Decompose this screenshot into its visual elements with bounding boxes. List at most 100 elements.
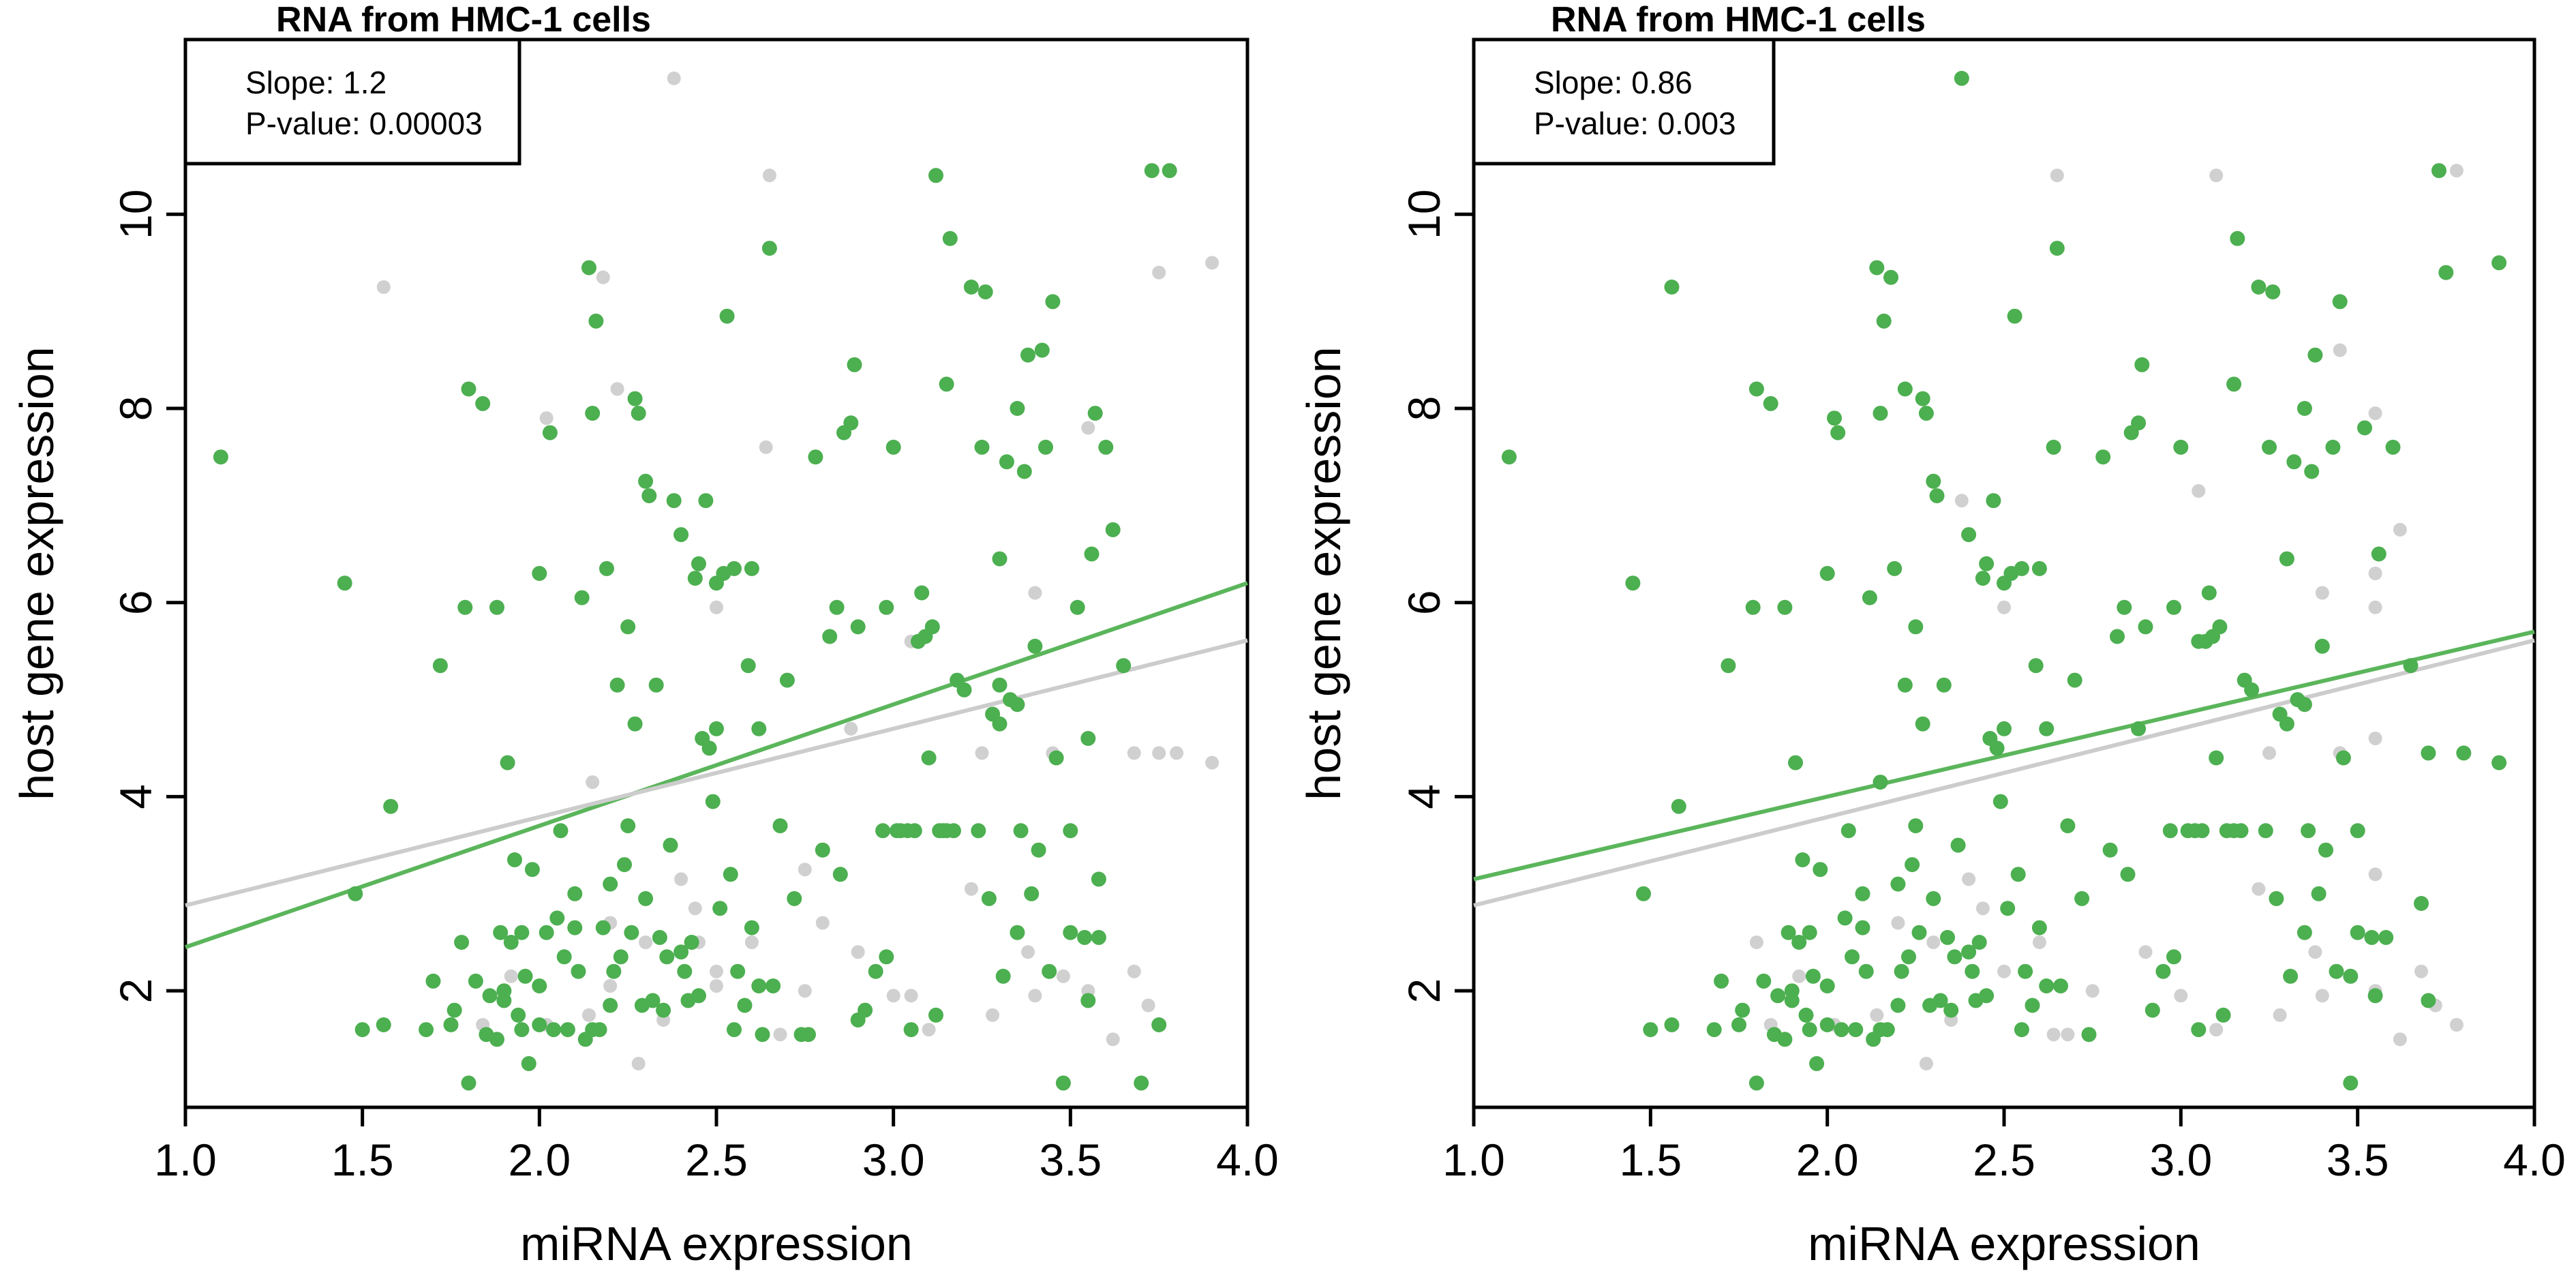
data-point xyxy=(1979,556,1995,571)
data-point xyxy=(2314,638,2330,654)
data-point xyxy=(1777,599,1793,615)
x-axis-label: miRNA expression xyxy=(520,1217,913,1270)
data-point xyxy=(2421,745,2436,761)
data-point xyxy=(567,886,583,901)
data-point xyxy=(2053,978,2068,993)
data-point xyxy=(581,260,596,275)
data-point xyxy=(673,527,689,543)
data-point xyxy=(1748,381,1764,397)
data-point xyxy=(376,1017,391,1032)
background-point xyxy=(1152,746,1166,760)
background-point xyxy=(1141,998,1155,1013)
data-point xyxy=(1055,1075,1071,1091)
y-tick-label: 4 xyxy=(1399,784,1449,809)
y-tick-label: 8 xyxy=(110,396,161,421)
background-point xyxy=(2449,164,2464,178)
background-point xyxy=(2209,1023,2224,1037)
data-point xyxy=(2215,1007,2231,1023)
data-point xyxy=(517,968,533,984)
data-point xyxy=(1070,599,1085,615)
background-point xyxy=(2449,1018,2464,1032)
data-point xyxy=(1862,590,1877,605)
data-point xyxy=(744,920,759,935)
background-point xyxy=(2174,989,2188,1003)
data-point xyxy=(489,1032,504,1047)
data-point xyxy=(2110,629,2125,644)
data-point xyxy=(425,973,441,989)
background-point xyxy=(2273,1008,2287,1022)
data-point xyxy=(1926,890,1941,906)
data-point xyxy=(383,798,399,814)
data-point xyxy=(1625,575,1641,591)
background-point xyxy=(2414,964,2428,978)
data-point xyxy=(2367,988,2383,1004)
background-point xyxy=(798,863,812,877)
data-point xyxy=(1813,862,1828,878)
data-point xyxy=(2191,1022,2207,1038)
background-point xyxy=(2032,935,2046,949)
data-point xyxy=(2385,439,2401,455)
data-point xyxy=(2162,823,2178,839)
fit-lines xyxy=(185,581,1248,949)
background-point xyxy=(2192,484,2206,498)
background-point xyxy=(1997,600,2011,614)
data-point xyxy=(1045,294,1061,310)
data-point xyxy=(1929,488,1945,504)
regression-line-background xyxy=(1473,638,2535,908)
data-point xyxy=(995,968,1011,984)
fit-lines xyxy=(1473,629,2535,908)
background-point xyxy=(1975,901,1990,916)
data-point xyxy=(1664,280,1680,295)
y-axis-label: host gene expression xyxy=(1297,346,1350,800)
data-point xyxy=(879,599,894,615)
data-point xyxy=(1873,775,1888,790)
data-point xyxy=(2134,357,2150,372)
data-point xyxy=(511,1007,526,1023)
data-point xyxy=(2226,376,2242,392)
background-point xyxy=(710,600,723,614)
background-point xyxy=(2368,406,2382,421)
y-axis: 2 4 6 8 10 xyxy=(110,190,185,1004)
data-point xyxy=(514,925,530,940)
data-point xyxy=(2209,750,2224,766)
data-point xyxy=(2343,1075,2359,1091)
background-point xyxy=(504,969,518,983)
data-point xyxy=(1091,929,1106,945)
data-point xyxy=(2318,842,2333,858)
background-point xyxy=(851,945,865,959)
data-point xyxy=(585,406,601,421)
data-point xyxy=(914,585,930,601)
data-point xyxy=(443,1017,459,1032)
data-point xyxy=(585,1022,601,1038)
background-points xyxy=(376,71,1219,1070)
scatter-panel-left: RNA from HMC-1 cells Slope: 1.2 P-value:… xyxy=(10,0,1279,1270)
data-point xyxy=(620,818,636,834)
legend-box: Slope: 0.86 P-value: 0.003 xyxy=(1472,38,1776,166)
background-point xyxy=(1127,746,1141,760)
data-point xyxy=(1855,886,1870,901)
data-point xyxy=(1926,473,1941,489)
data-point xyxy=(1038,439,1053,455)
data-point xyxy=(2060,818,2076,834)
data-point xyxy=(549,910,565,926)
y-tick-label: 6 xyxy=(1399,590,1449,615)
y-tick-label: 6 xyxy=(110,590,161,615)
data-point xyxy=(2046,439,2061,455)
data-point xyxy=(907,823,922,839)
data-point xyxy=(981,890,997,906)
data-point xyxy=(588,313,604,329)
data-point xyxy=(1802,925,1817,940)
data-point xyxy=(1501,449,1517,465)
data-point xyxy=(885,439,901,455)
x-axis: 1.0 1.5 2.0 2.5 3.0 3.5 4.0 xyxy=(1442,1107,2566,1185)
data-point xyxy=(709,721,724,736)
data-point xyxy=(673,944,689,960)
data-point xyxy=(503,935,519,950)
data-point xyxy=(620,619,636,635)
data-point xyxy=(617,857,632,873)
data-point xyxy=(858,1002,873,1018)
data-point xyxy=(213,449,228,465)
data-point xyxy=(507,852,522,867)
data-point xyxy=(801,1027,816,1043)
